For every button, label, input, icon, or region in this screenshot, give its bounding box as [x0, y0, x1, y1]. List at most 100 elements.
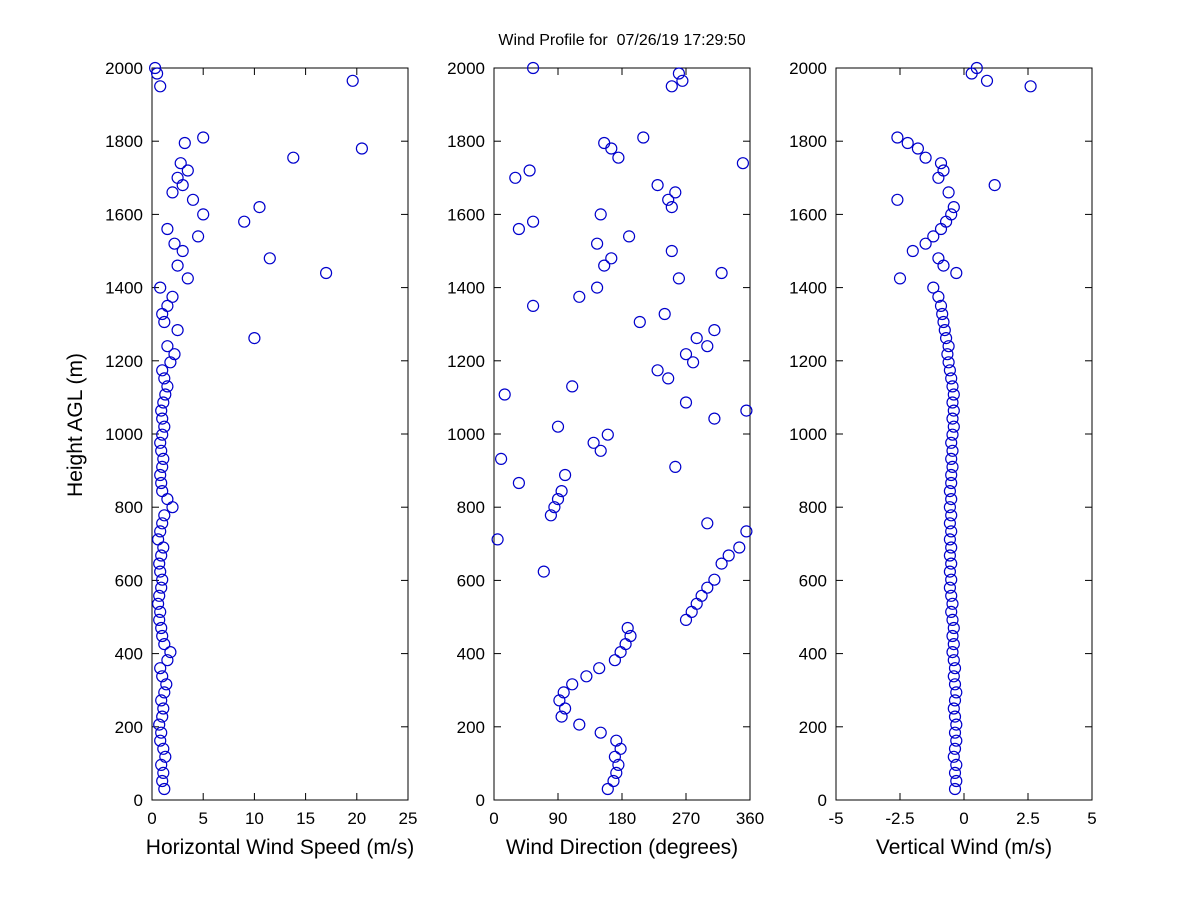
data-point: [701, 340, 714, 353]
y-tick-label: 600: [457, 571, 485, 590]
data-point: [708, 412, 721, 425]
x-tick-label: 2.5: [1016, 809, 1040, 828]
data-point: [708, 573, 721, 586]
data-point: [943, 565, 957, 578]
data-point: [197, 131, 210, 144]
data-point: [946, 645, 959, 659]
data-point: [950, 758, 963, 772]
y-tick-label: 200: [115, 718, 143, 737]
data-point: [891, 193, 904, 206]
data-point: [154, 80, 167, 93]
data-point: [174, 157, 187, 170]
y-tick-label: 400: [799, 645, 827, 664]
data-point: [153, 557, 166, 570]
data-point: [557, 686, 570, 699]
y-tick-label: 1000: [105, 425, 143, 444]
data-point: [612, 151, 625, 164]
axes-box: [493, 67, 751, 801]
data-point: [555, 710, 568, 723]
data-point: [947, 750, 960, 763]
data-point: [155, 621, 168, 635]
data-point: [566, 678, 579, 691]
data-point: [679, 348, 693, 361]
data-point: [155, 726, 168, 739]
data-point: [934, 222, 948, 236]
data-point: [248, 332, 261, 345]
data-point: [658, 307, 671, 321]
data-point: [605, 252, 618, 265]
x-tick-label: 360: [736, 809, 764, 828]
data-point: [157, 702, 170, 715]
x-tick-label: 180: [608, 809, 636, 828]
data-point: [158, 637, 171, 651]
data-point: [590, 237, 604, 250]
data-point: [633, 315, 646, 329]
data-point: [945, 493, 958, 506]
data-point: [158, 686, 171, 699]
data-point: [168, 348, 181, 361]
x-axis-label-vertical-wind: Vertical Wind (m/s): [875, 836, 1053, 859]
y-tick-label: 0: [476, 791, 485, 810]
data-point: [669, 460, 682, 473]
data-point: [932, 252, 945, 265]
data-point: [980, 74, 994, 87]
data-point: [498, 388, 511, 401]
data-point: [155, 476, 168, 490]
data-point: [157, 742, 170, 755]
data-point: [181, 272, 194, 285]
data-point: [601, 782, 614, 796]
data-point: [651, 179, 664, 192]
data-point: [695, 589, 708, 602]
data-point: [159, 388, 172, 401]
data-point: [934, 299, 948, 312]
data-point: [943, 517, 957, 530]
data-point: [157, 766, 170, 780]
data-point: [665, 244, 678, 258]
x-tick-label: 20: [347, 809, 366, 828]
data-point: [950, 774, 963, 788]
y-tick-label: 1400: [789, 279, 827, 298]
data-point: [152, 533, 165, 546]
data-point: [551, 493, 565, 506]
data-point: [945, 468, 958, 482]
data-point: [176, 244, 189, 258]
data-point: [593, 662, 606, 675]
data-point: [946, 629, 959, 643]
y-tick-label: 800: [457, 498, 485, 517]
x-tick-label: 10: [245, 809, 264, 828]
data-point: [651, 364, 664, 377]
data-point: [665, 80, 678, 93]
y-tick-label: 1400: [105, 279, 143, 298]
data-point: [950, 686, 963, 699]
y-tick-label: 2000: [789, 59, 827, 78]
y-tick-label: 0: [134, 791, 143, 810]
data-point: [927, 281, 940, 294]
data-point: [927, 230, 940, 243]
data-point: [154, 605, 167, 619]
data-point: [253, 201, 266, 214]
data-point: [166, 290, 179, 303]
data-point: [156, 485, 169, 498]
data-point: [151, 67, 164, 80]
data-point: [948, 710, 962, 723]
data-point: [156, 307, 169, 321]
data-point: [166, 501, 179, 514]
data-point: [948, 742, 962, 755]
data-point: [943, 501, 957, 514]
data-point: [937, 315, 950, 329]
data-point: [708, 324, 721, 337]
data-point: [608, 750, 622, 763]
data-point: [594, 208, 607, 221]
data-point: [740, 404, 753, 417]
data-point: [943, 485, 957, 498]
data-point: [157, 452, 170, 465]
data-point: [945, 509, 958, 522]
data-point: [945, 557, 958, 570]
x-tick-label: -2.5: [885, 809, 914, 828]
data-point: [945, 541, 958, 554]
data-point: [159, 750, 172, 763]
data-point: [947, 621, 960, 635]
data-point: [901, 136, 914, 150]
data-point: [166, 186, 179, 199]
